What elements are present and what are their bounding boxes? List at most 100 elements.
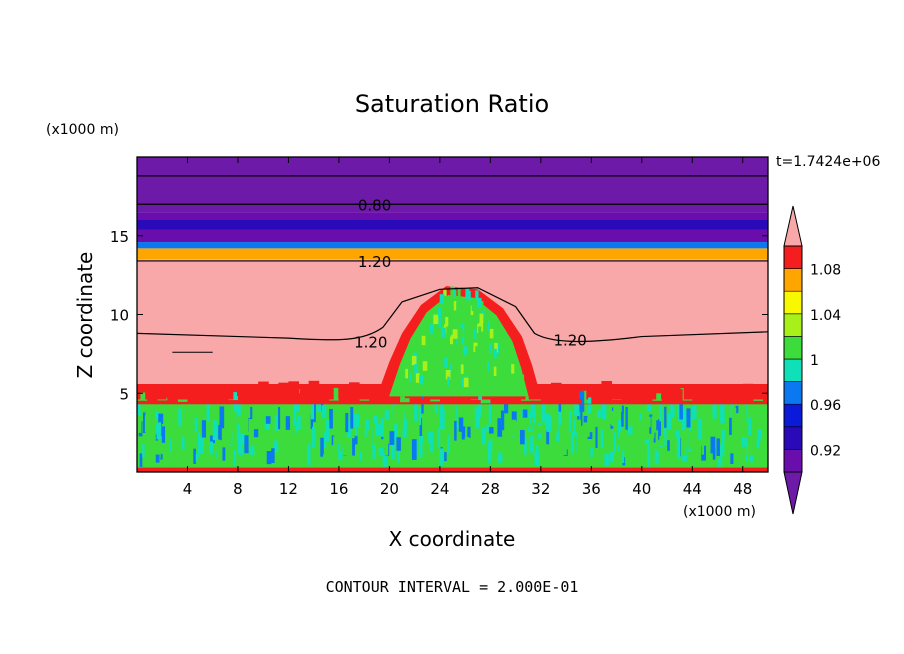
streak — [360, 437, 363, 448]
streak — [587, 432, 593, 440]
streak — [227, 425, 233, 445]
streak — [297, 429, 301, 440]
plume-streak — [450, 375, 454, 386]
streak — [654, 450, 659, 465]
streak — [574, 435, 577, 456]
streak — [464, 436, 470, 456]
edge-cell — [500, 391, 512, 405]
streak — [285, 416, 291, 430]
streak — [613, 432, 617, 453]
plume-streak — [476, 318, 480, 329]
streak — [530, 423, 533, 431]
streak — [154, 411, 159, 420]
streak — [384, 410, 389, 421]
edge-cell — [197, 399, 209, 405]
streak — [691, 405, 697, 419]
streak — [452, 434, 456, 454]
streak — [691, 444, 696, 460]
streak — [568, 410, 573, 432]
plume-streak — [452, 355, 456, 365]
contour-line-120-lower — [137, 287, 768, 343]
streak — [556, 433, 560, 457]
streak — [142, 410, 146, 433]
plume-streak — [467, 331, 472, 341]
plume-streak — [444, 357, 448, 368]
streak — [419, 418, 423, 436]
plume-streak — [489, 328, 494, 339]
streak — [239, 401, 244, 420]
streak — [705, 399, 709, 414]
plume-streak — [452, 329, 458, 339]
streak — [307, 444, 311, 465]
streak — [590, 447, 593, 458]
streak — [674, 430, 680, 437]
streak — [597, 410, 601, 418]
plume-streak — [460, 356, 463, 366]
plume-streak — [485, 315, 490, 326]
plume-streak — [439, 294, 445, 304]
streak — [232, 407, 236, 421]
streak — [364, 419, 370, 431]
streak — [720, 444, 723, 466]
streak — [523, 438, 527, 455]
band-stratosphere-purple — [137, 157, 768, 213]
streak — [236, 395, 241, 417]
streak — [372, 423, 375, 446]
streak — [425, 442, 431, 463]
colorbar-swatch — [783, 358, 803, 382]
plume-streak — [461, 312, 466, 323]
streak — [588, 397, 593, 414]
edge-cell — [742, 383, 754, 405]
streak — [667, 412, 672, 430]
plume-streak — [453, 301, 459, 311]
plume-streak — [454, 289, 457, 300]
streak — [617, 445, 620, 452]
streak — [355, 415, 358, 437]
plume-streak — [479, 365, 484, 376]
streak — [683, 400, 689, 421]
plume-streak — [460, 323, 465, 333]
x-tick-label: 32 — [531, 480, 550, 498]
edge-cell — [389, 393, 400, 405]
streak — [511, 411, 517, 422]
streak — [423, 427, 429, 438]
streak — [609, 401, 612, 425]
streak — [679, 402, 683, 420]
streak — [268, 428, 273, 436]
streak — [749, 455, 754, 463]
plume-streak — [461, 378, 464, 388]
streak — [475, 412, 480, 428]
streak — [748, 417, 751, 436]
plume-streak — [405, 368, 409, 379]
colorbar-tick-label: 0.92 — [810, 443, 841, 459]
colorbar-swatch — [783, 403, 803, 428]
y-tick-label: 15 — [110, 228, 129, 246]
streak — [146, 450, 150, 464]
streak — [681, 407, 686, 431]
streak — [611, 410, 616, 427]
streak — [536, 412, 540, 421]
plume-streak — [475, 290, 479, 300]
plot-area — [137, 157, 768, 472]
plume-streak — [445, 316, 449, 327]
streak — [556, 413, 559, 433]
streak — [578, 419, 582, 428]
streak — [595, 426, 598, 448]
streak — [144, 415, 150, 433]
streak — [425, 401, 430, 419]
streak — [210, 435, 215, 444]
edge-cell — [682, 400, 693, 405]
colorbar-swatch — [783, 290, 803, 315]
streak — [663, 423, 667, 446]
streak — [473, 429, 477, 449]
contour-label: 1.20 — [553, 332, 586, 350]
streak — [622, 446, 625, 464]
streak — [579, 390, 585, 412]
turbulence-streaks — [137, 387, 768, 468]
edge-cell — [550, 382, 562, 405]
edge-cell — [147, 389, 158, 405]
streak — [670, 408, 675, 417]
edge-cell — [429, 401, 441, 405]
edge-cell — [672, 389, 683, 405]
